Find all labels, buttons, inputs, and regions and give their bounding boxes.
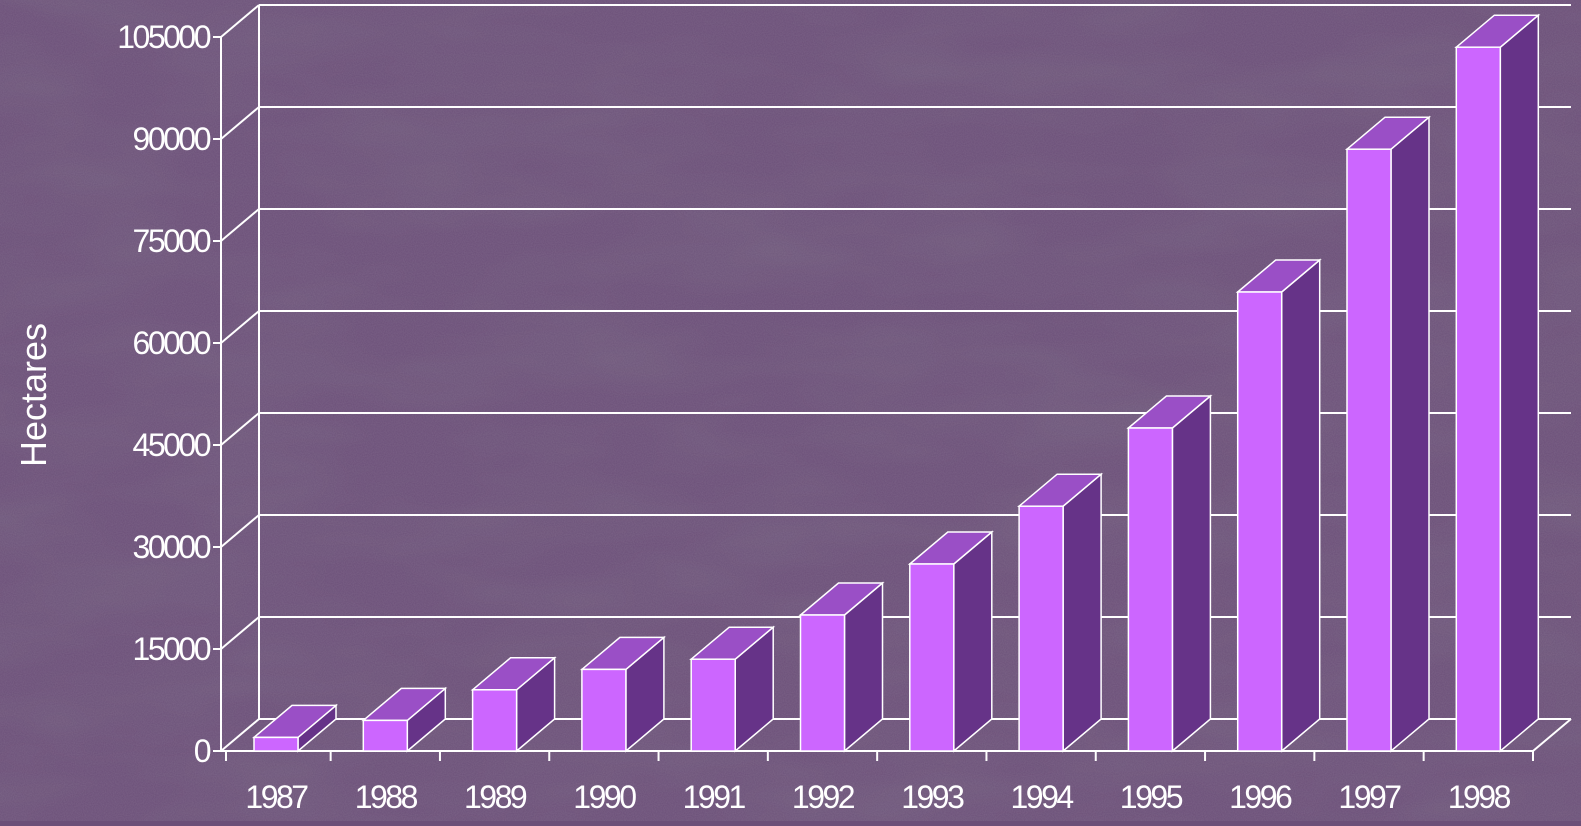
- y-tick-label: 105000: [117, 19, 210, 55]
- y-tick-label: 15000: [133, 631, 211, 667]
- x-tick-label: 1995: [1120, 779, 1183, 815]
- bar-front: [1236, 291, 1283, 752]
- x-tick-label: 1997: [1338, 779, 1401, 815]
- gridline-depth: [220, 514, 260, 548]
- bar-1997: [1344, 115, 1432, 753]
- x-tick-label: 1996: [1229, 779, 1292, 815]
- x-tick-label: 1993: [901, 779, 964, 815]
- x-tick-label: 1988: [355, 779, 418, 815]
- bar-side: [1062, 472, 1102, 753]
- bar-1995: [1126, 394, 1213, 753]
- bar-1988: [361, 686, 448, 753]
- bar-side: [953, 530, 993, 753]
- bar-front: [581, 668, 627, 752]
- bar-front: [1018, 505, 1064, 752]
- bar-1994: [1017, 472, 1104, 753]
- y-tick-label: 30000: [133, 529, 211, 565]
- gridline-depth: [220, 616, 260, 650]
- gridline-depth: [220, 310, 260, 344]
- bar-1993: [907, 530, 994, 753]
- bar-front: [1455, 46, 1502, 752]
- y-tick-label: 60000: [133, 325, 211, 361]
- bar-front: [690, 658, 736, 752]
- x-tick-label: 1990: [573, 779, 636, 815]
- bar-front: [1346, 148, 1392, 752]
- bar-side: [1171, 394, 1212, 753]
- bar-front: [471, 689, 518, 752]
- bar-front: [909, 563, 955, 752]
- bar-front: [362, 719, 409, 752]
- bar-1989: [470, 656, 557, 753]
- y-axis-ticks: 0 15000 30000 45000 60000 75000 90000 105000: [117, 19, 221, 769]
- gridline-depth: [220, 412, 260, 446]
- bars: [251, 13, 1541, 753]
- x-tick-label: 1991: [683, 779, 746, 815]
- bar-front: [799, 614, 846, 752]
- bar-front: [1127, 427, 1174, 752]
- gridline-depth: [220, 208, 260, 242]
- y-tick-label: 90000: [133, 121, 211, 157]
- y-tick-label: 45000: [133, 427, 211, 463]
- x-tick-label: 1994: [1011, 779, 1074, 815]
- bar-1991: [689, 625, 776, 753]
- x-tick-label: 1992: [792, 779, 855, 815]
- x-tick-label: 1989: [464, 779, 527, 815]
- floor-right-edge: [1532, 718, 1572, 752]
- x-tick-label: 1998: [1448, 779, 1511, 815]
- gridline-depth: [220, 4, 260, 38]
- y-tick-label: 0: [194, 733, 211, 769]
- y-tick-label: 75000: [133, 223, 211, 259]
- bar-side: [1390, 115, 1430, 753]
- bar-side: [1499, 13, 1540, 753]
- x-axis-ticks: 1987 1988 1989 1990 1991 1992 1993 1994 1995 1996…: [225, 751, 1534, 815]
- bar-1998: [1454, 13, 1541, 753]
- y-axis-title: Hectares: [13, 323, 54, 467]
- bar-1987: [251, 703, 339, 753]
- bar-front: [253, 736, 299, 752]
- x-tick-label: 1987: [245, 779, 308, 815]
- bar-1996: [1235, 258, 1322, 753]
- gridline-depth: [220, 106, 260, 140]
- bar-1992: [798, 581, 885, 753]
- bar-1990: [579, 635, 666, 753]
- gridline-depth: [220, 718, 260, 752]
- bar-side: [1280, 258, 1321, 753]
